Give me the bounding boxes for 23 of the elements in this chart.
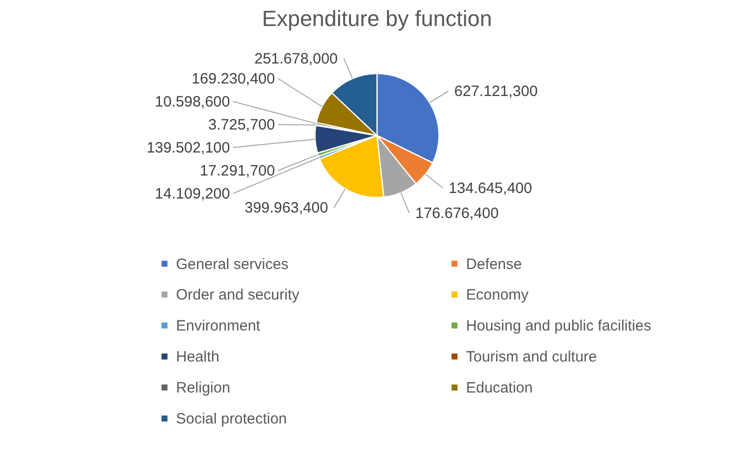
chart-title: Expenditure by function [262, 6, 492, 31]
legend-label: Economy [466, 286, 530, 304]
legend-label: Social protection [176, 410, 287, 428]
data-label: 10.598,600 [154, 94, 230, 110]
legend-label: Tourism and culture [466, 348, 597, 366]
data-label: 169.230,400 [192, 70, 275, 88]
data-label: 17.291,700 [200, 162, 275, 180]
legend-label: Defense [466, 256, 522, 273]
legend-label: Environment [176, 318, 262, 334]
data-label: 627.121,300 [454, 83, 538, 100]
data-label: 399.963,400 [244, 200, 328, 217]
data-label: 251.678,000 [254, 50, 338, 68]
data-label: 14.109,200 [154, 186, 230, 202]
data-label: 176.676,400 [415, 205, 499, 222]
legend-label: Education [466, 380, 533, 396]
legend-label: Religion [176, 380, 230, 396]
legend-label: Health [176, 348, 220, 366]
legend-label: Order and security [176, 286, 300, 304]
data-label: 3.725,700 [208, 116, 275, 134]
data-label: 134.645,400 [448, 180, 532, 197]
data-label: 139.502,100 [146, 140, 230, 156]
legend-label: Housing and public facilities [466, 318, 652, 334]
legend-label: General services [176, 256, 289, 273]
